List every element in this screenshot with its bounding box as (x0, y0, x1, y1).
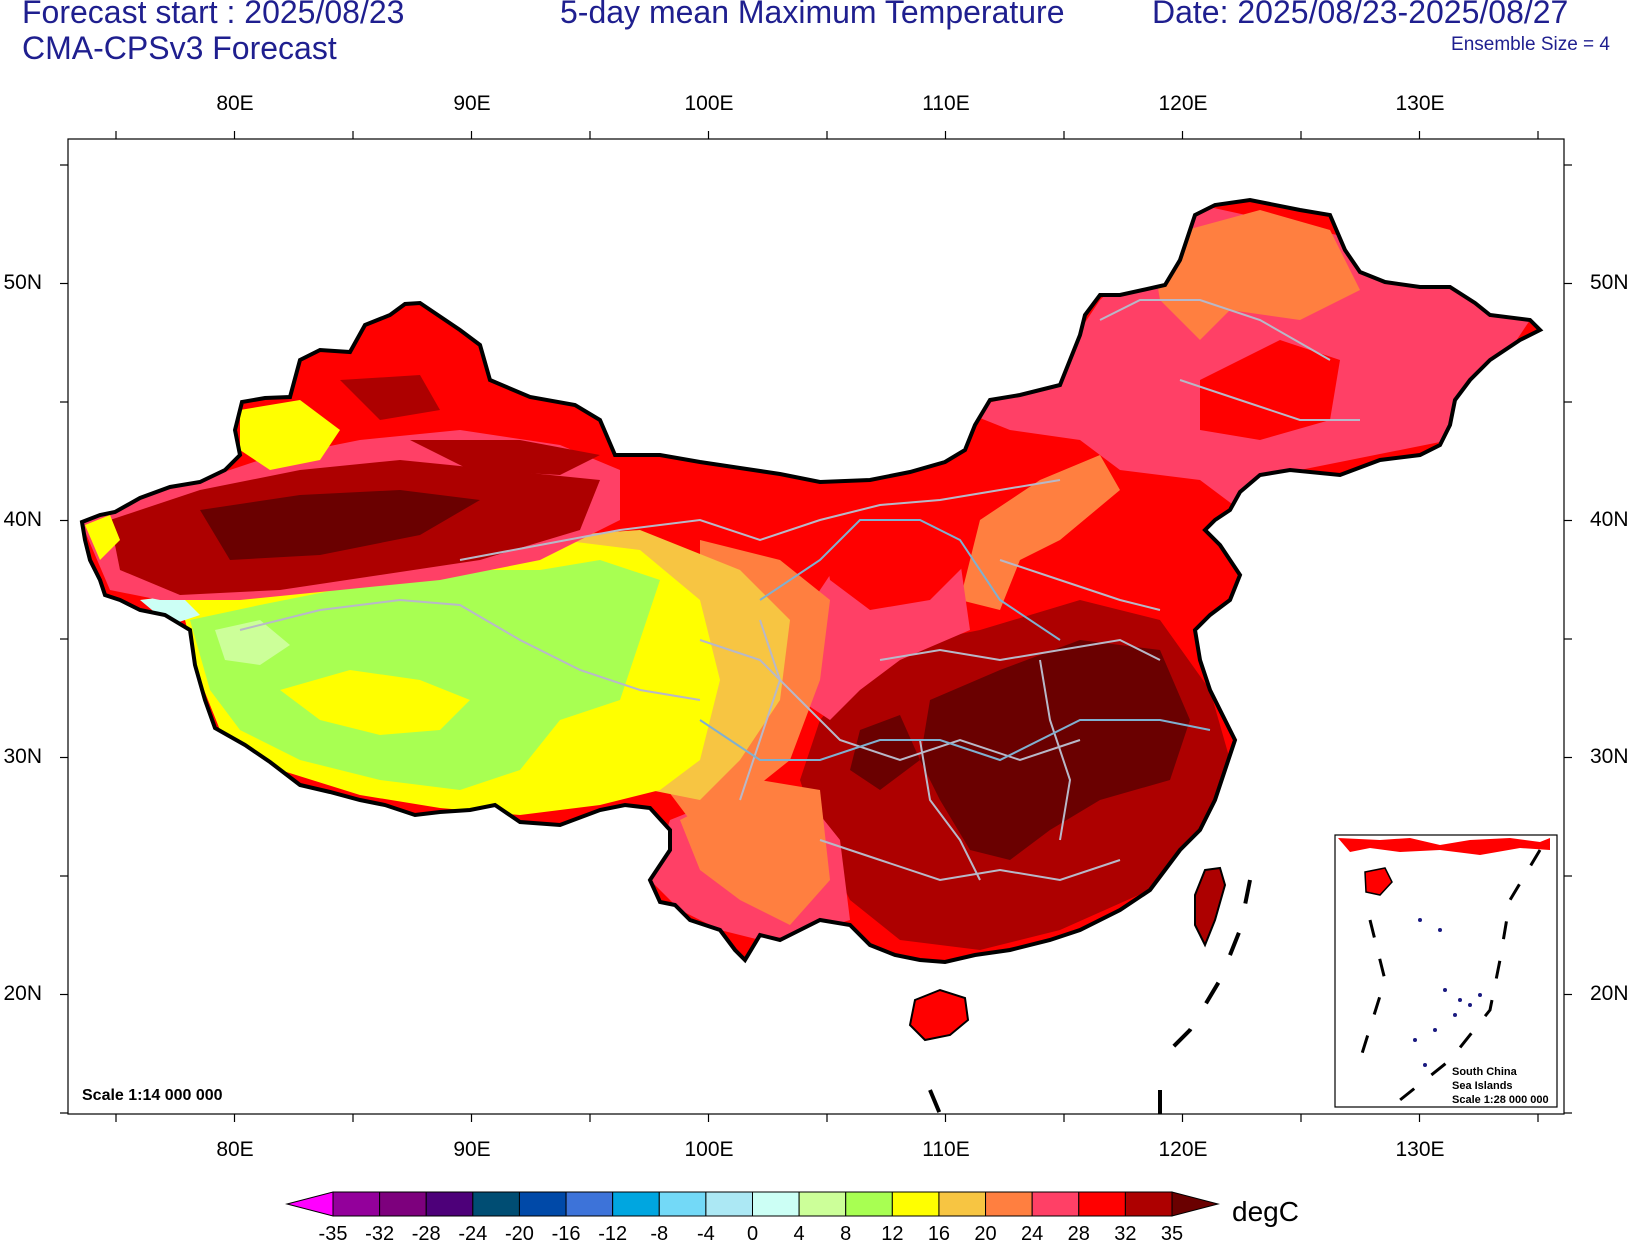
colorbar-swatch (425, 1191, 474, 1217)
rivers (699, 519, 1211, 762)
lon-label-bottom: 130E (1395, 1138, 1445, 1161)
inset-label-line1: South China (1452, 1066, 1517, 1078)
colorbar-swatch (1031, 1191, 1080, 1217)
colorbar-swatch (518, 1191, 567, 1217)
region-west-tip-yellow (85, 515, 120, 560)
colorbar-swatch (1171, 1191, 1220, 1217)
main-title: 5-day mean Maximum Temperature (560, 0, 1065, 30)
lon-label-top: 90E (453, 92, 491, 115)
region-tarim-hot (200, 490, 480, 560)
maritime-boundary (928, 879, 1252, 1115)
map-frame (67, 138, 1565, 1115)
colorbar-swatch (565, 1191, 614, 1217)
lon-label-bottom: 120E (1158, 1138, 1208, 1161)
colorbar-level-label: -12 (598, 1223, 628, 1245)
inset-label-line2: Sea Islands (1452, 1080, 1513, 1092)
colorbar-swatch (658, 1191, 707, 1217)
colorbar-swatch (1124, 1191, 1173, 1217)
colorbar-level-label: 28 (1067, 1223, 1090, 1245)
ensemble-size-label: Ensemble Size = 4 (1451, 34, 1610, 55)
model-title: CMA-CPSv3 Forecast (22, 30, 337, 66)
colorbar-level-label: -24 (458, 1223, 488, 1245)
lat-label-right: 30N (1590, 745, 1629, 768)
colorbar-swatch (612, 1191, 660, 1217)
province-boundaries (239, 299, 1360, 882)
region-hot-core (920, 640, 1190, 860)
region-xinjiang-yellow (240, 400, 340, 470)
lat-label-left: 50N (3, 271, 42, 294)
lat-label-right: 20N (1590, 982, 1629, 1005)
colorbar-level-label: -32 (365, 1223, 395, 1245)
lon-label-top: 130E (1395, 92, 1445, 115)
inset-islands (1413, 918, 1482, 1067)
colorbar-level-label: 20 (974, 1223, 997, 1245)
region-hot-core-west (850, 715, 920, 790)
colorbar-swatch (891, 1191, 940, 1217)
colorbar-swatch (798, 1191, 847, 1217)
region-north-orange (960, 455, 1120, 610)
lat-label-left: 30N (3, 745, 42, 768)
lon-label-bottom: 100E (684, 1138, 734, 1161)
region-northeast-red (1200, 340, 1340, 440)
colorbar-swatch (472, 1191, 520, 1217)
map-scale-label: Scale 1:14 000 000 (82, 1087, 223, 1104)
colorbar-level-label: 8 (840, 1223, 852, 1245)
taiwan-island (1194, 866, 1227, 948)
inset-coast (1338, 838, 1550, 855)
colorbar-swatch (705, 1191, 754, 1217)
colorbar-level-label: -20 (504, 1223, 534, 1245)
lon-label-bottom: 110E (922, 1138, 970, 1161)
colorbar-level-label: 35 (1160, 1223, 1184, 1245)
region-tibet-green (190, 560, 660, 790)
colorbar-level-label: 0 (746, 1223, 759, 1245)
region-junggar-warm (340, 375, 440, 420)
colorbar-swatch (752, 1191, 800, 1217)
colorbar-level-label: -4 (696, 1223, 715, 1245)
lon-label-top: 120E (1158, 92, 1208, 115)
region-hami-warm (410, 440, 600, 475)
lon-label-top: 80E (216, 92, 254, 115)
inset-hainan (1364, 867, 1393, 896)
colorbar-swatch (285, 1191, 334, 1217)
colorbar-unit: degC (1232, 1196, 1299, 1227)
lat-label-right: 40N (1590, 508, 1629, 531)
colorbar-swatch (985, 1191, 1033, 1217)
lon-label-top: 110E (922, 92, 970, 115)
colorbar-swatch (1078, 1191, 1126, 1217)
lat-label-left: 20N (3, 982, 42, 1005)
inset-dashed-line (1358, 849, 1542, 1102)
region-pale-cyan (140, 595, 200, 625)
inset-scale-label: Scale 1:28 000 000 (1452, 1094, 1549, 1106)
hainan-island (908, 988, 970, 1042)
region-northeast-orange (1150, 210, 1360, 340)
axis-ticks (60, 131, 1572, 1122)
colorbar-level-label: -35 (318, 1223, 348, 1245)
region-southwest-orange (680, 780, 830, 925)
colorbar-level-label: 24 (1021, 1223, 1044, 1245)
lon-label-bottom: 90E (453, 1138, 491, 1161)
region-tibet-yellow-patch (280, 670, 470, 735)
colorbar-level-label: 32 (1114, 1223, 1137, 1245)
colorbar-level-label: 4 (793, 1223, 805, 1245)
region-inner-mongolia-red (820, 490, 970, 610)
lon-label-bottom: 80E (216, 1138, 254, 1161)
region-tibet-pale (215, 620, 290, 665)
lat-label-left: 40N (3, 508, 42, 531)
colorbar-swatch (379, 1191, 427, 1217)
colorbar-swatch (938, 1191, 987, 1217)
colorbar-level-label: -8 (650, 1223, 669, 1245)
colorbar-level-label: -28 (411, 1223, 441, 1245)
forecast-start-title: Forecast start : 2025/08/23 (22, 0, 405, 30)
lat-label-right: 50N (1590, 271, 1629, 294)
colorbar-level-label: 12 (881, 1223, 904, 1245)
colorbar-level-label: -16 (551, 1223, 581, 1245)
colorbar-level-label: 16 (927, 1223, 951, 1245)
lon-label-top: 100E (684, 92, 734, 115)
date-range-title: Date: 2025/08/23-2025/08/27 (1152, 0, 1569, 30)
colorbar-swatch (332, 1191, 381, 1217)
colorbar-swatch (845, 1191, 893, 1217)
